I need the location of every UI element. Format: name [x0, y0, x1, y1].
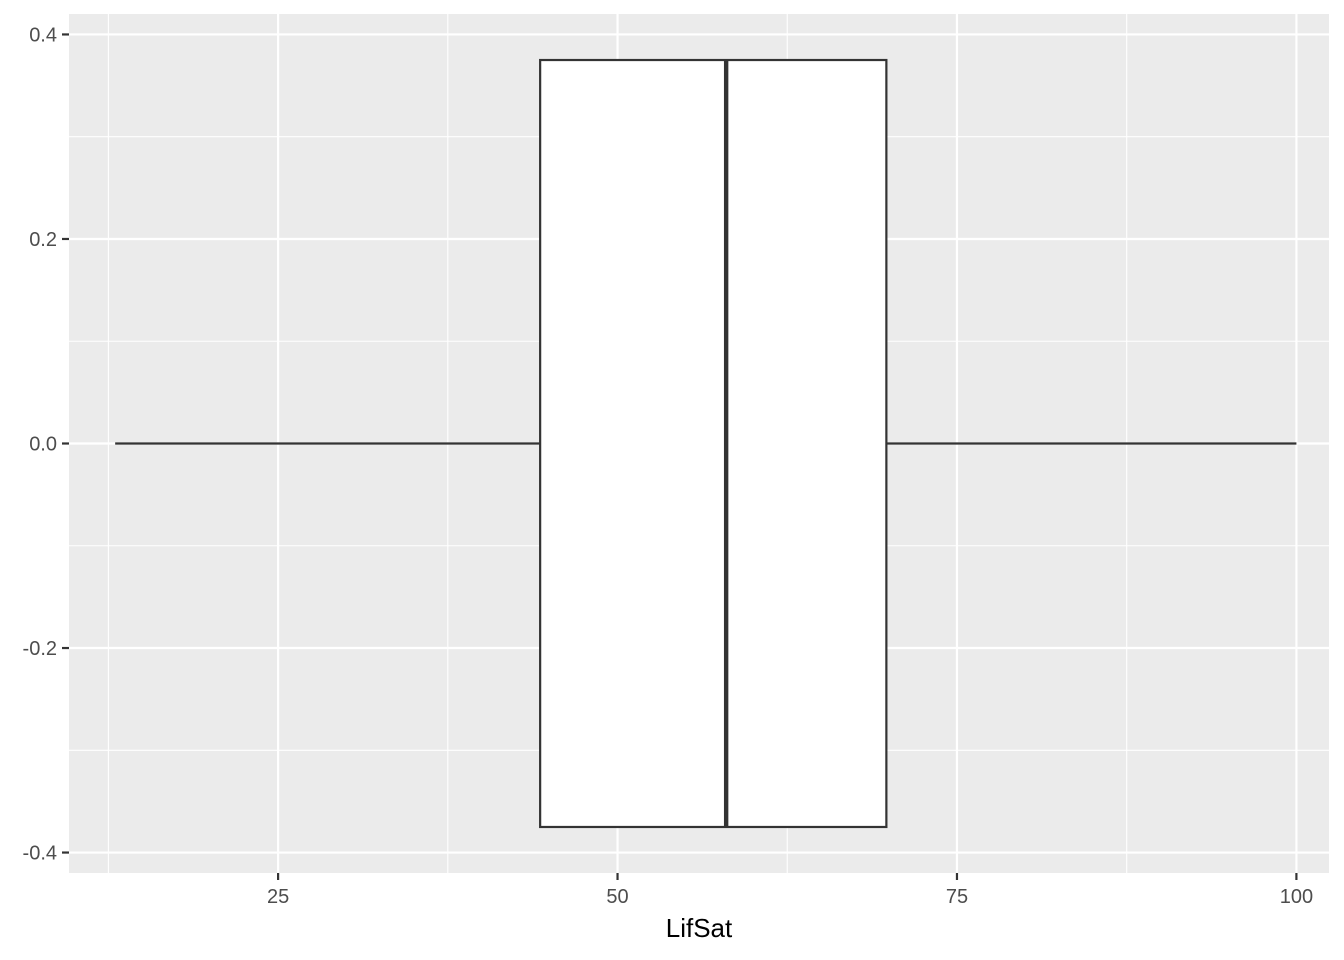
- boxplot: [115, 58, 1297, 829]
- x-tick-label: 50: [606, 886, 628, 908]
- x-axis-title: LifSat: [666, 913, 733, 943]
- x-axis: 25 50 75 100: [267, 873, 1313, 908]
- y-tick-label: -0.4: [23, 843, 57, 865]
- y-tick-label: 0.0: [29, 434, 57, 456]
- y-tick-label: 0.2: [29, 229, 57, 251]
- x-tick-label: 75: [946, 886, 968, 908]
- y-tick-label: 0.4: [29, 24, 57, 46]
- box-iqr: [539, 58, 888, 829]
- x-tick-label: 100: [1280, 886, 1313, 908]
- y-tick-label: -0.2: [23, 638, 57, 660]
- y-axis: -0.4 -0.2 0.0 0.2 0.4: [23, 24, 69, 865]
- x-tick-label: 25: [267, 886, 289, 908]
